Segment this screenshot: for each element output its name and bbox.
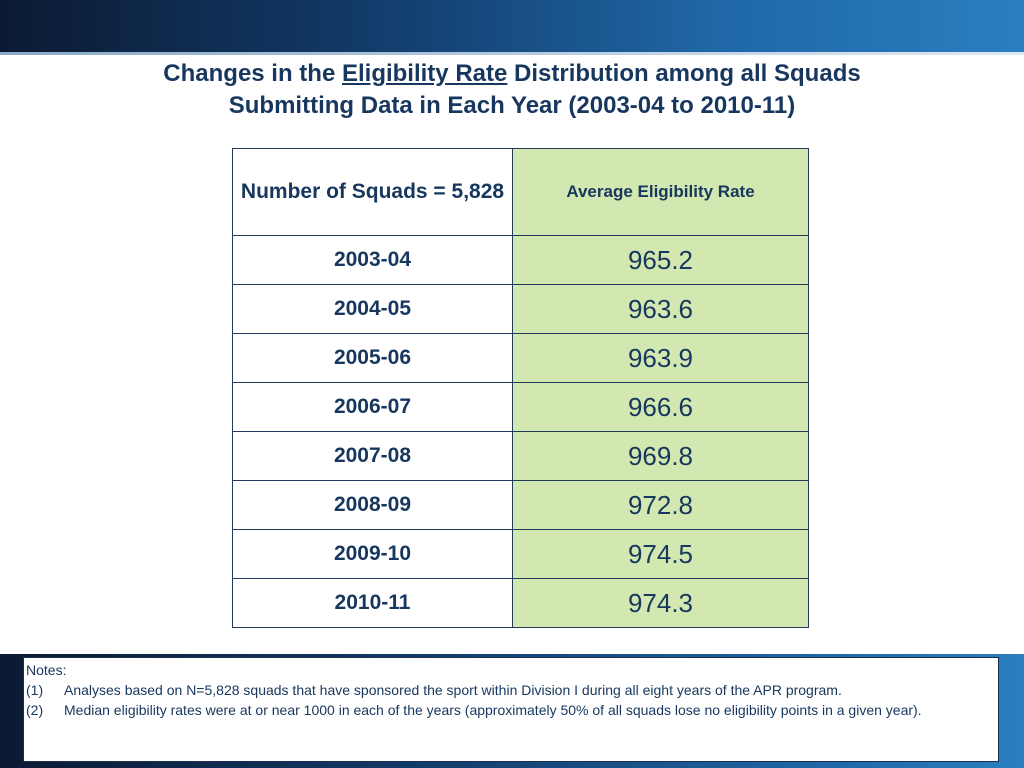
note-item: (1) Analyses based on N=5,828 squads tha…: [26, 680, 996, 700]
note-number: (2): [26, 702, 44, 718]
rate-cell: 974.3: [512, 578, 809, 628]
notes-heading: Notes:: [26, 662, 67, 678]
title-line-1: Changes in the Eligibility Rate Distribu…: [0, 58, 1024, 90]
note-item: (2) Median eligibility rates were at or …: [26, 700, 996, 720]
notes-box: Notes: (1) Analyses based on N=5,828 squ…: [23, 657, 999, 762]
rate-cell: 963.9: [512, 333, 809, 383]
table-row: 2003-04 965.2: [232, 235, 809, 285]
top-banner-divider: [0, 52, 1024, 55]
eligibility-table: Number of Squads = 5,828 Average Eligibi…: [232, 148, 809, 628]
year-cell: 2010-11: [232, 578, 513, 628]
note-text: Median eligibility rates were at or near…: [64, 702, 922, 718]
rate-cell: 974.5: [512, 529, 809, 579]
title-part-2: Distribution among all Squads: [507, 60, 861, 87]
year-cell: 2003-04: [232, 235, 513, 285]
note-text: Analyses based on N=5,828 squads that ha…: [64, 682, 842, 698]
table-row: 2004-05 963.6: [232, 284, 809, 334]
title-part-1: Changes in the: [163, 60, 342, 87]
header-squads: Number of Squads = 5,828: [232, 148, 513, 236]
table-header-row: Number of Squads = 5,828 Average Eligibi…: [232, 148, 809, 236]
rate-cell: 966.6: [512, 382, 809, 432]
table-row: 2006-07 966.6: [232, 382, 809, 432]
table-row: 2005-06 963.9: [232, 333, 809, 383]
year-cell: 2009-10: [232, 529, 513, 579]
note-number: (1): [26, 682, 44, 698]
header-average-rate: Average Eligibility Rate: [512, 148, 809, 236]
table-row: 2007-08 969.8: [232, 431, 809, 481]
year-cell: 2005-06: [232, 333, 513, 383]
rate-cell: 963.6: [512, 284, 809, 334]
year-cell: 2006-07: [232, 382, 513, 432]
rate-cell: 965.2: [512, 235, 809, 285]
year-cell: 2008-09: [232, 480, 513, 530]
rate-cell: 972.8: [512, 480, 809, 530]
table-row: 2008-09 972.8: [232, 480, 809, 530]
slide-title: Changes in the Eligibility Rate Distribu…: [0, 58, 1024, 122]
top-banner: [0, 0, 1024, 52]
table-row: 2009-10 974.5: [232, 529, 809, 579]
title-line-2: Submitting Data in Each Year (2003-04 to…: [228, 92, 796, 119]
year-cell: 2004-05: [232, 284, 513, 334]
rate-cell: 969.8: [512, 431, 809, 481]
table-row: 2010-11 974.3: [232, 578, 809, 628]
title-underlined: Eligibility Rate: [341, 60, 508, 87]
year-cell: 2007-08: [232, 431, 513, 481]
